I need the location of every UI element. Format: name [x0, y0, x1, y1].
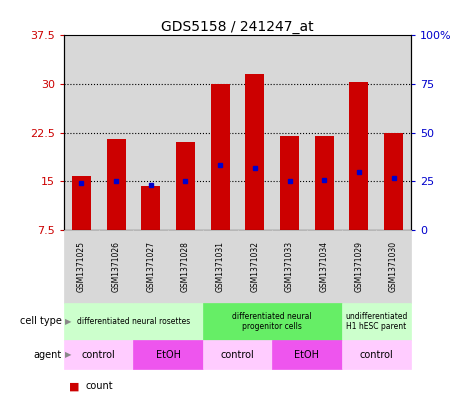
- Text: differentiated neural rosettes: differentiated neural rosettes: [77, 317, 190, 326]
- Bar: [72, 176, 91, 230]
- Text: control: control: [82, 350, 116, 360]
- Text: ■: ■: [69, 381, 79, 391]
- Bar: [376, 35, 411, 230]
- Text: count: count: [86, 381, 113, 391]
- Bar: [272, 35, 307, 230]
- Text: GSM1371029: GSM1371029: [354, 241, 363, 292]
- Bar: [203, 35, 238, 230]
- Bar: [384, 132, 403, 230]
- Text: GSM1371031: GSM1371031: [216, 241, 225, 292]
- Text: GSM1371027: GSM1371027: [146, 241, 155, 292]
- Bar: [238, 35, 272, 230]
- Text: agent: agent: [34, 350, 62, 360]
- Text: control: control: [359, 350, 393, 360]
- Text: GSM1371028: GSM1371028: [181, 241, 190, 292]
- Bar: [133, 35, 168, 230]
- Bar: [106, 139, 126, 230]
- Bar: [176, 142, 195, 230]
- Text: ▶: ▶: [65, 350, 72, 359]
- Bar: [314, 136, 334, 230]
- Bar: [141, 186, 161, 230]
- Text: GSM1371034: GSM1371034: [320, 241, 329, 292]
- Text: GSM1371032: GSM1371032: [250, 241, 259, 292]
- Text: GSM1371026: GSM1371026: [112, 241, 121, 292]
- Bar: [307, 35, 342, 230]
- Text: control: control: [220, 350, 255, 360]
- Bar: [64, 35, 99, 230]
- Bar: [245, 74, 265, 230]
- Bar: [342, 35, 376, 230]
- Text: cell type: cell type: [20, 316, 62, 326]
- Bar: [210, 84, 230, 230]
- Title: GDS5158 / 241247_at: GDS5158 / 241247_at: [161, 20, 314, 34]
- Text: EtOH: EtOH: [294, 350, 319, 360]
- Text: GSM1371025: GSM1371025: [77, 241, 86, 292]
- Bar: [99, 35, 133, 230]
- Text: undifferentiated
H1 hESC parent: undifferentiated H1 hESC parent: [345, 312, 408, 331]
- Text: ▶: ▶: [65, 317, 72, 326]
- Bar: [168, 35, 203, 230]
- Text: GSM1371030: GSM1371030: [389, 241, 398, 292]
- Text: GSM1371033: GSM1371033: [285, 241, 294, 292]
- Text: differentiated neural
progenitor cells: differentiated neural progenitor cells: [232, 312, 312, 331]
- Text: EtOH: EtOH: [156, 350, 180, 360]
- Bar: [280, 136, 299, 230]
- Bar: [349, 82, 369, 230]
